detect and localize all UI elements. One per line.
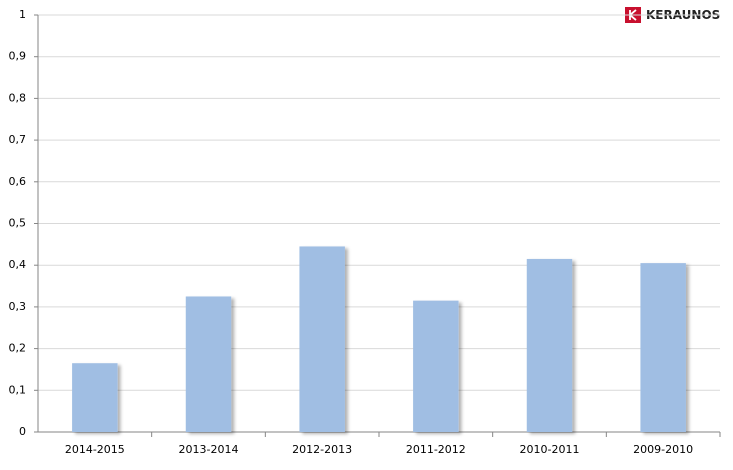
y-tick-label: 0,4 xyxy=(9,258,27,271)
x-tick-label: 2012-2013 xyxy=(292,443,352,456)
x-tick-label: 2013-2014 xyxy=(179,443,239,456)
y-tick-label: 0,7 xyxy=(9,133,27,146)
bar xyxy=(72,363,118,432)
y-tick-label: 0,6 xyxy=(9,175,27,188)
x-tick-label: 2010-2011 xyxy=(520,443,580,456)
y-tick-label: 1 xyxy=(19,8,26,21)
y-tick-label: 0,5 xyxy=(9,217,27,230)
bar xyxy=(185,296,232,432)
bar xyxy=(640,263,686,432)
bar xyxy=(526,258,573,432)
y-tick-label: 0,8 xyxy=(9,91,27,104)
x-tick-label: 2009-2010 xyxy=(633,443,693,456)
y-tick-label: 0,9 xyxy=(9,50,27,63)
y-tick-label: 0,1 xyxy=(9,383,27,396)
x-tick-label: 2014-2015 xyxy=(65,443,125,456)
bar xyxy=(413,300,459,432)
y-tick-label: 0 xyxy=(19,425,26,438)
y-tick-label: 0,2 xyxy=(9,342,27,355)
y-tick-label: 0,3 xyxy=(9,300,27,313)
x-tick-label: 2011-2012 xyxy=(406,443,466,456)
bar xyxy=(299,246,345,432)
